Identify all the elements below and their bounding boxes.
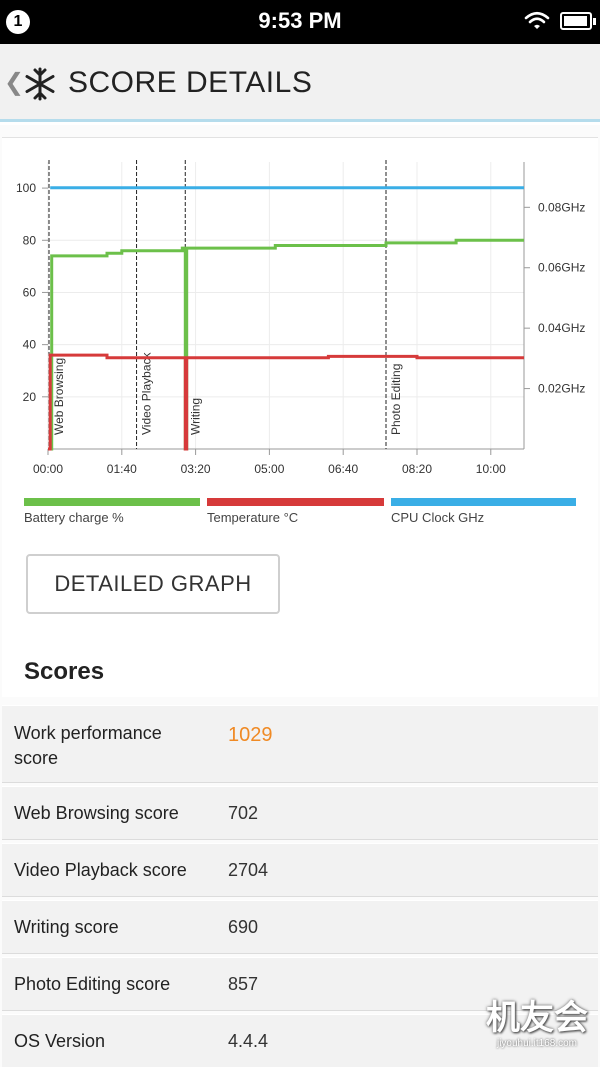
task-marker-label: Video Playback	[140, 352, 154, 436]
y-left-tick-label: 100	[16, 181, 36, 195]
score-label: Photo Editing score	[14, 974, 171, 994]
content-area: 20 40 60 80 100 0.02GHz 0.04GHz 0.06GHz 0.08GHz 0…	[0, 125, 600, 1067]
page-title: SCORE DETAILS	[68, 66, 313, 99]
status-clock: 9:53 PM	[258, 8, 342, 33]
score-label: Web Browsing score	[14, 803, 179, 823]
score-value-writing: 690	[228, 917, 259, 937]
x-tick-label: 05:00	[254, 462, 284, 476]
score-label: Video Playback score	[14, 860, 187, 880]
x-tick-label: 00:00	[33, 462, 63, 476]
score-label-line2: score	[14, 748, 59, 768]
series-line	[48, 353, 524, 451]
y-right-tick-label: 0.08GHz	[538, 200, 585, 214]
score-label: OS Version	[14, 1031, 106, 1051]
score-value-video-playback: 2704	[228, 860, 269, 880]
task-marker-label: Photo Editing	[389, 364, 403, 435]
legend-item-cpu-clock: CPU Clock GHz	[391, 498, 576, 525]
score-value-photo-editing: 857	[228, 974, 259, 994]
legend-swatch-battery	[24, 498, 200, 506]
watermark-url: jiyouhui.it168.com	[496, 1038, 578, 1049]
x-tick-label: 08:20	[402, 462, 432, 476]
score-label: Writing score	[14, 917, 119, 937]
legend-label-temperature: Temperature °C	[207, 510, 299, 525]
watermark: 机友会 jiyouhui.it168.com	[478, 998, 596, 1049]
score-row-web-browsing: Web Browsing score 702	[2, 786, 598, 840]
legend-swatch-temperature	[207, 498, 384, 506]
y-right-tick-label: 0.02GHz	[538, 382, 585, 396]
score-row-photo-editing: Photo Editing score 857	[2, 957, 598, 1011]
legend-item-temperature: Temperature °C	[207, 498, 384, 525]
score-value-web-browsing: 702	[228, 803, 259, 823]
battery-icon	[560, 12, 596, 30]
y-right-tick-label: 0.06GHz	[538, 261, 585, 275]
status-bar: 1 9:53 PM	[0, 0, 600, 44]
x-tick-label: 10:00	[476, 462, 506, 476]
score-label-line1: Work performance	[14, 723, 162, 743]
watermark-text: 机友会	[486, 998, 588, 1038]
chart-card: 20 40 60 80 100 0.02GHz 0.04GHz 0.06GHz 0.08GHz 0…	[2, 137, 598, 697]
wifi-icon	[524, 11, 550, 29]
series-line	[48, 238, 524, 451]
snowflake-icon[interactable]	[22, 66, 58, 102]
task-marker-label: Web Browsing	[52, 358, 66, 435]
score-row-writing: Writing score 690	[2, 900, 598, 954]
y-left-tick-label: 20	[23, 390, 37, 404]
score-label: Work performance score	[14, 721, 162, 771]
legend-item-battery: Battery charge %	[24, 498, 200, 525]
y-left-tick-label: 60	[23, 285, 37, 299]
detailed-graph-button[interactable]: DETAILED GRAPH	[26, 554, 280, 614]
y-left-tick-label: 40	[23, 338, 37, 352]
score-value-work-performance: 1029	[228, 724, 273, 746]
app-header: ❮ SCORE DETAILS	[0, 44, 600, 122]
legend-label-cpu-clock: CPU Clock GHz	[391, 510, 485, 525]
y-left-tick-label: 80	[23, 233, 37, 247]
score-value-os-version: 4.4.4	[228, 1031, 269, 1051]
y-right-tick-label: 0.04GHz	[538, 321, 585, 335]
battery-test-chart: 20 40 60 80 100 0.02GHz 0.04GHz 0.06GHz 0.08GHz 0…	[16, 160, 585, 476]
score-row-work-performance: Work performance score 1029	[2, 705, 598, 783]
notification-badge: 1	[6, 10, 30, 34]
score-row-os-version: OS Version 4.4.4	[2, 1014, 598, 1067]
legend-swatch-cpu-clock	[391, 498, 576, 506]
scores-heading: Scores	[24, 658, 105, 685]
x-tick-label: 06:40	[328, 462, 358, 476]
x-tick-label: 03:20	[181, 462, 211, 476]
x-tick-label: 01:40	[107, 462, 137, 476]
legend-label-battery: Battery charge %	[24, 510, 124, 525]
chevron-left-icon[interactable]: ❮	[4, 69, 25, 96]
battery-fill	[564, 16, 587, 26]
score-table: Work performance score 1029 Web Browsing…	[2, 705, 598, 1067]
task-marker-label: Writing	[188, 398, 202, 435]
score-row-video-playback: Video Playback score 2704	[2, 843, 598, 897]
